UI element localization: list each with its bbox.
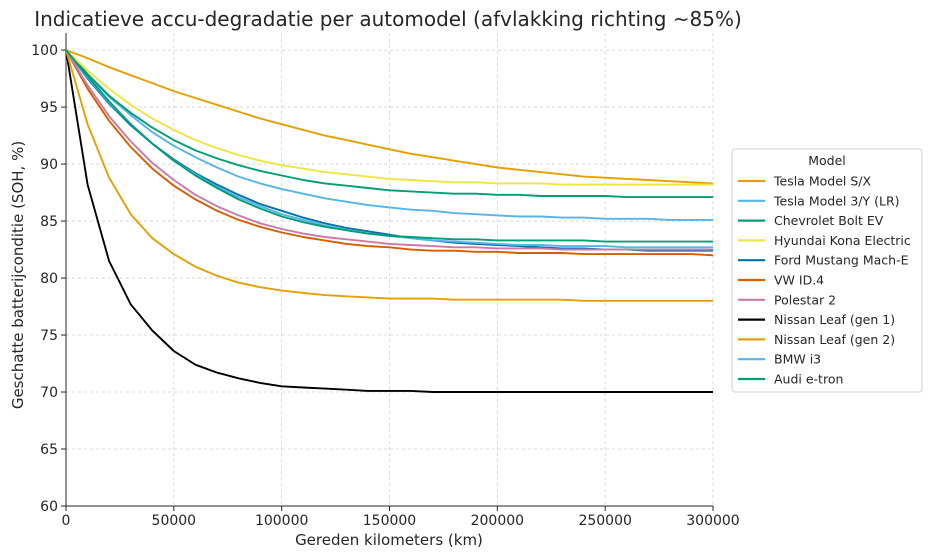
- series-line-hyundai-kona-electric: [65, 49, 713, 186]
- y-tick-label: 65: [40, 442, 58, 458]
- legend-label: Hyundai Kona Electric: [774, 233, 911, 248]
- series-line-audi-e-tron: [65, 49, 713, 243]
- series-line-tesla-model-s-x: [65, 49, 714, 185]
- legend-label: Audi e-tron: [774, 372, 843, 387]
- legend: Model Tesla Model S/X Tesla Model 3/Y (LR…: [731, 148, 923, 393]
- y-tick-label: 95: [40, 100, 58, 116]
- legend-label: VW ID.4: [774, 273, 824, 288]
- legend-items: Tesla Model S/X Tesla Model 3/Y (LR) Chevr…: [738, 174, 911, 387]
- y-tick-label: 80: [40, 271, 58, 287]
- chart-title: Indicatieve accu-degradatie per automode…: [34, 7, 742, 31]
- x-axis-label: Gereden kilometers (km): [295, 531, 483, 549]
- y-tick-label: 70: [40, 385, 58, 401]
- series-line-polestar-2: [65, 49, 713, 251]
- legend-label: Ford Mustang Mach-E: [774, 253, 909, 268]
- legend-box: [731, 148, 923, 393]
- y-tick-label: 85: [40, 214, 58, 230]
- series-line-tesla-model-3-y-lr: [65, 49, 713, 221]
- series-line-vw-id-4: [65, 49, 714, 257]
- x-tick-label: 0: [62, 513, 71, 529]
- y-tick-label: 100: [31, 43, 58, 59]
- x-tick-label: 50000: [152, 513, 197, 529]
- series-line-nissan-leaf-gen-2: [65, 49, 713, 302]
- y-tick-label: 75: [40, 328, 58, 344]
- axes: 0 50000 100000 150000 200000 250000 300000 60 65…: [31, 33, 740, 529]
- legend-label: Nissan Leaf (gen 2): [774, 332, 895, 347]
- x-tick-label: 150000: [363, 513, 416, 529]
- legend-label: Chevrolet Bolt EV: [774, 213, 884, 228]
- legend-label: Tesla Model S/X: [773, 174, 871, 189]
- legend-label: Polestar 2: [774, 292, 836, 307]
- x-tick-label: 200000: [471, 513, 524, 529]
- series-lines: [65, 49, 714, 393]
- x-tick-label: 300000: [686, 513, 739, 529]
- x-tick-label: 100000: [255, 513, 308, 529]
- y-tick-label: 60: [40, 499, 58, 515]
- series-line-nissan-leaf-gen-1: [65, 49, 713, 393]
- y-axis-label: Geschatte batterijconditie (SOH, %): [9, 141, 27, 409]
- grid: [66, 33, 714, 506]
- x-tick-label: 250000: [578, 513, 631, 529]
- legend-label: BMW i3: [774, 352, 821, 367]
- legend-label: Tesla Model 3/Y (LR): [773, 193, 900, 208]
- y-tick-label: 90: [40, 157, 58, 173]
- legend-label: Nissan Leaf (gen 1): [774, 312, 895, 327]
- legend-title: Model: [808, 153, 846, 168]
- series-line-chevrolet-bolt-ev: [65, 49, 713, 199]
